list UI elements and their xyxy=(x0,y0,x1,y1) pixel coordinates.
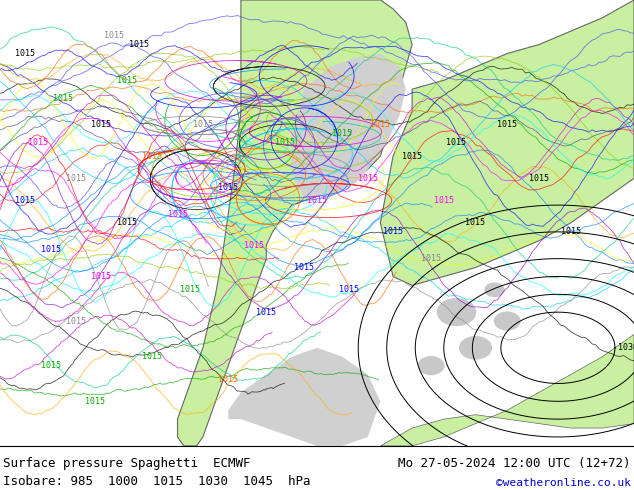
Text: 1015: 1015 xyxy=(167,210,188,219)
Text: 1015: 1015 xyxy=(529,174,549,183)
Circle shape xyxy=(495,312,520,330)
Text: Mo 27-05-2024 12:00 UTC (12+72): Mo 27-05-2024 12:00 UTC (12+72) xyxy=(398,457,631,470)
Text: 1015: 1015 xyxy=(421,254,441,263)
Text: 1015: 1015 xyxy=(129,40,150,49)
Text: 1015: 1015 xyxy=(218,374,238,384)
Circle shape xyxy=(437,299,476,325)
Text: 1030: 1030 xyxy=(618,343,634,352)
Text: 1015: 1015 xyxy=(294,263,314,272)
Text: 1015: 1015 xyxy=(358,174,378,183)
Text: 1015: 1015 xyxy=(66,317,86,325)
Circle shape xyxy=(418,357,444,374)
Circle shape xyxy=(485,283,504,296)
Text: 1015: 1015 xyxy=(85,397,105,406)
Text: 1015: 1015 xyxy=(256,308,276,317)
Text: 1015: 1015 xyxy=(66,174,86,183)
Text: 1015: 1015 xyxy=(91,121,112,129)
Text: 1015: 1015 xyxy=(402,151,422,161)
Text: 1015: 1015 xyxy=(142,151,162,161)
Text: 1015: 1015 xyxy=(332,129,353,138)
Text: 1015: 1015 xyxy=(104,31,124,40)
Text: 1015: 1015 xyxy=(307,196,327,205)
Text: Isobare: 985  1000  1015  1030  1045  hPa: Isobare: 985 1000 1015 1030 1045 hPa xyxy=(3,475,311,488)
Text: 1015: 1015 xyxy=(339,285,359,294)
Circle shape xyxy=(460,337,491,359)
Text: 1015: 1015 xyxy=(434,196,454,205)
Text: 1015: 1015 xyxy=(383,227,403,236)
Text: 1015: 1015 xyxy=(180,285,200,294)
Text: 1015: 1015 xyxy=(275,138,295,147)
Text: 1015: 1015 xyxy=(28,138,48,147)
Text: 1015: 1015 xyxy=(117,219,137,227)
Text: 1015: 1015 xyxy=(142,352,162,361)
Text: 1015: 1015 xyxy=(243,241,264,250)
Text: 1015: 1015 xyxy=(15,49,36,58)
Text: 1015: 1015 xyxy=(446,138,467,147)
Text: ©weatheronline.co.uk: ©weatheronline.co.uk xyxy=(496,478,631,488)
Text: 1015: 1015 xyxy=(15,196,36,205)
Text: 1015: 1015 xyxy=(41,245,61,254)
Text: 1015: 1015 xyxy=(497,121,517,129)
Polygon shape xyxy=(178,0,412,446)
Text: 1015: 1015 xyxy=(41,361,61,370)
Text: 1015: 1015 xyxy=(465,219,486,227)
Text: 1015: 1015 xyxy=(193,121,213,129)
Polygon shape xyxy=(380,334,634,446)
Text: 1015: 1015 xyxy=(560,227,581,236)
Text: 1015: 1015 xyxy=(370,121,391,129)
Text: 1015: 1015 xyxy=(117,76,137,85)
Polygon shape xyxy=(380,0,634,285)
Text: 1015: 1015 xyxy=(91,272,112,281)
Text: 1015: 1015 xyxy=(218,183,238,192)
Polygon shape xyxy=(292,53,406,196)
Polygon shape xyxy=(228,348,380,446)
Text: Surface pressure Spaghetti  ECMWF: Surface pressure Spaghetti ECMWF xyxy=(3,457,250,470)
Text: 1015: 1015 xyxy=(53,94,74,102)
